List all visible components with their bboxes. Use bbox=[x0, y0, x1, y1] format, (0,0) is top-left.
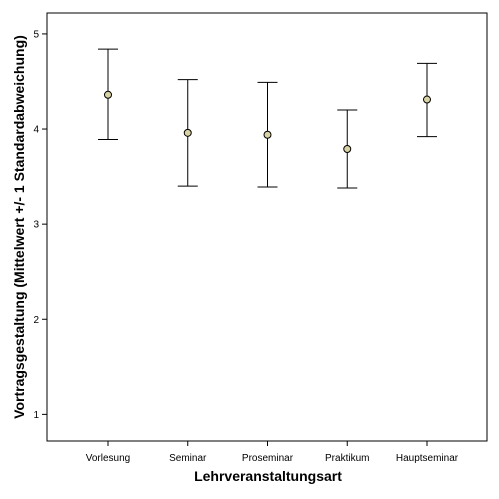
y-axis: 1 2 3 4 5 bbox=[33, 29, 47, 421]
x-axis: Vorlesung Seminar Proseminar Praktikum Haupt… bbox=[86, 441, 459, 464]
mean-point bbox=[104, 90, 112, 99]
x-tick-label: Hauptseminar bbox=[396, 453, 459, 464]
mean-point bbox=[423, 95, 431, 104]
x-tick-label: Seminar bbox=[169, 453, 207, 464]
error-bars bbox=[98, 48, 437, 189]
x-tick-label: Vorlesung bbox=[86, 453, 130, 464]
y-tick-label: 1 bbox=[33, 410, 39, 421]
mean-point bbox=[343, 145, 352, 154]
mean-point bbox=[263, 130, 272, 139]
y-tick-label: 3 bbox=[33, 220, 39, 231]
y-tick-label: 2 bbox=[33, 315, 39, 326]
x-tick-label: Praktikum bbox=[325, 453, 369, 464]
y-tick-label: 4 bbox=[33, 125, 39, 136]
mean-point bbox=[183, 128, 192, 137]
y-axis-title: Vortragsgestaltung (Mittelwert +/- 1 Sta… bbox=[11, 35, 27, 419]
x-axis-title: Lehrveranstaltungsart bbox=[194, 468, 342, 484]
y-tick-label: 5 bbox=[33, 29, 39, 40]
plot-area bbox=[46, 12, 488, 442]
x-tick-label: Proseminar bbox=[242, 453, 294, 464]
